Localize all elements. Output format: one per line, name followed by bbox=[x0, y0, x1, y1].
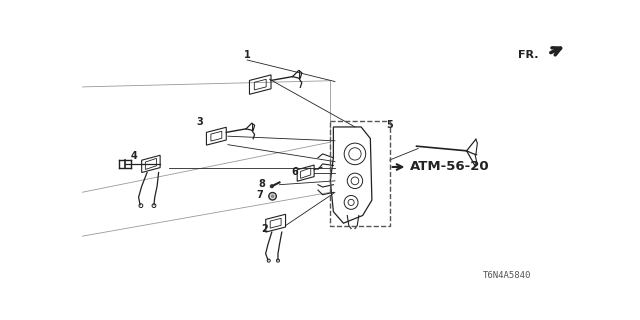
Text: 2: 2 bbox=[262, 224, 268, 234]
Text: 3: 3 bbox=[196, 116, 203, 126]
Text: ATM-56-20: ATM-56-20 bbox=[410, 161, 489, 173]
Circle shape bbox=[269, 192, 276, 200]
Text: 5: 5 bbox=[386, 120, 393, 131]
Bar bbox=[330, 121, 390, 226]
Text: T6N4A5840: T6N4A5840 bbox=[483, 271, 532, 280]
Text: FR.: FR. bbox=[518, 50, 538, 60]
Text: 6: 6 bbox=[291, 167, 298, 177]
Text: 7: 7 bbox=[257, 190, 264, 200]
Text: 1: 1 bbox=[244, 50, 250, 60]
Text: 8: 8 bbox=[259, 179, 265, 189]
Text: 4: 4 bbox=[131, 151, 138, 161]
